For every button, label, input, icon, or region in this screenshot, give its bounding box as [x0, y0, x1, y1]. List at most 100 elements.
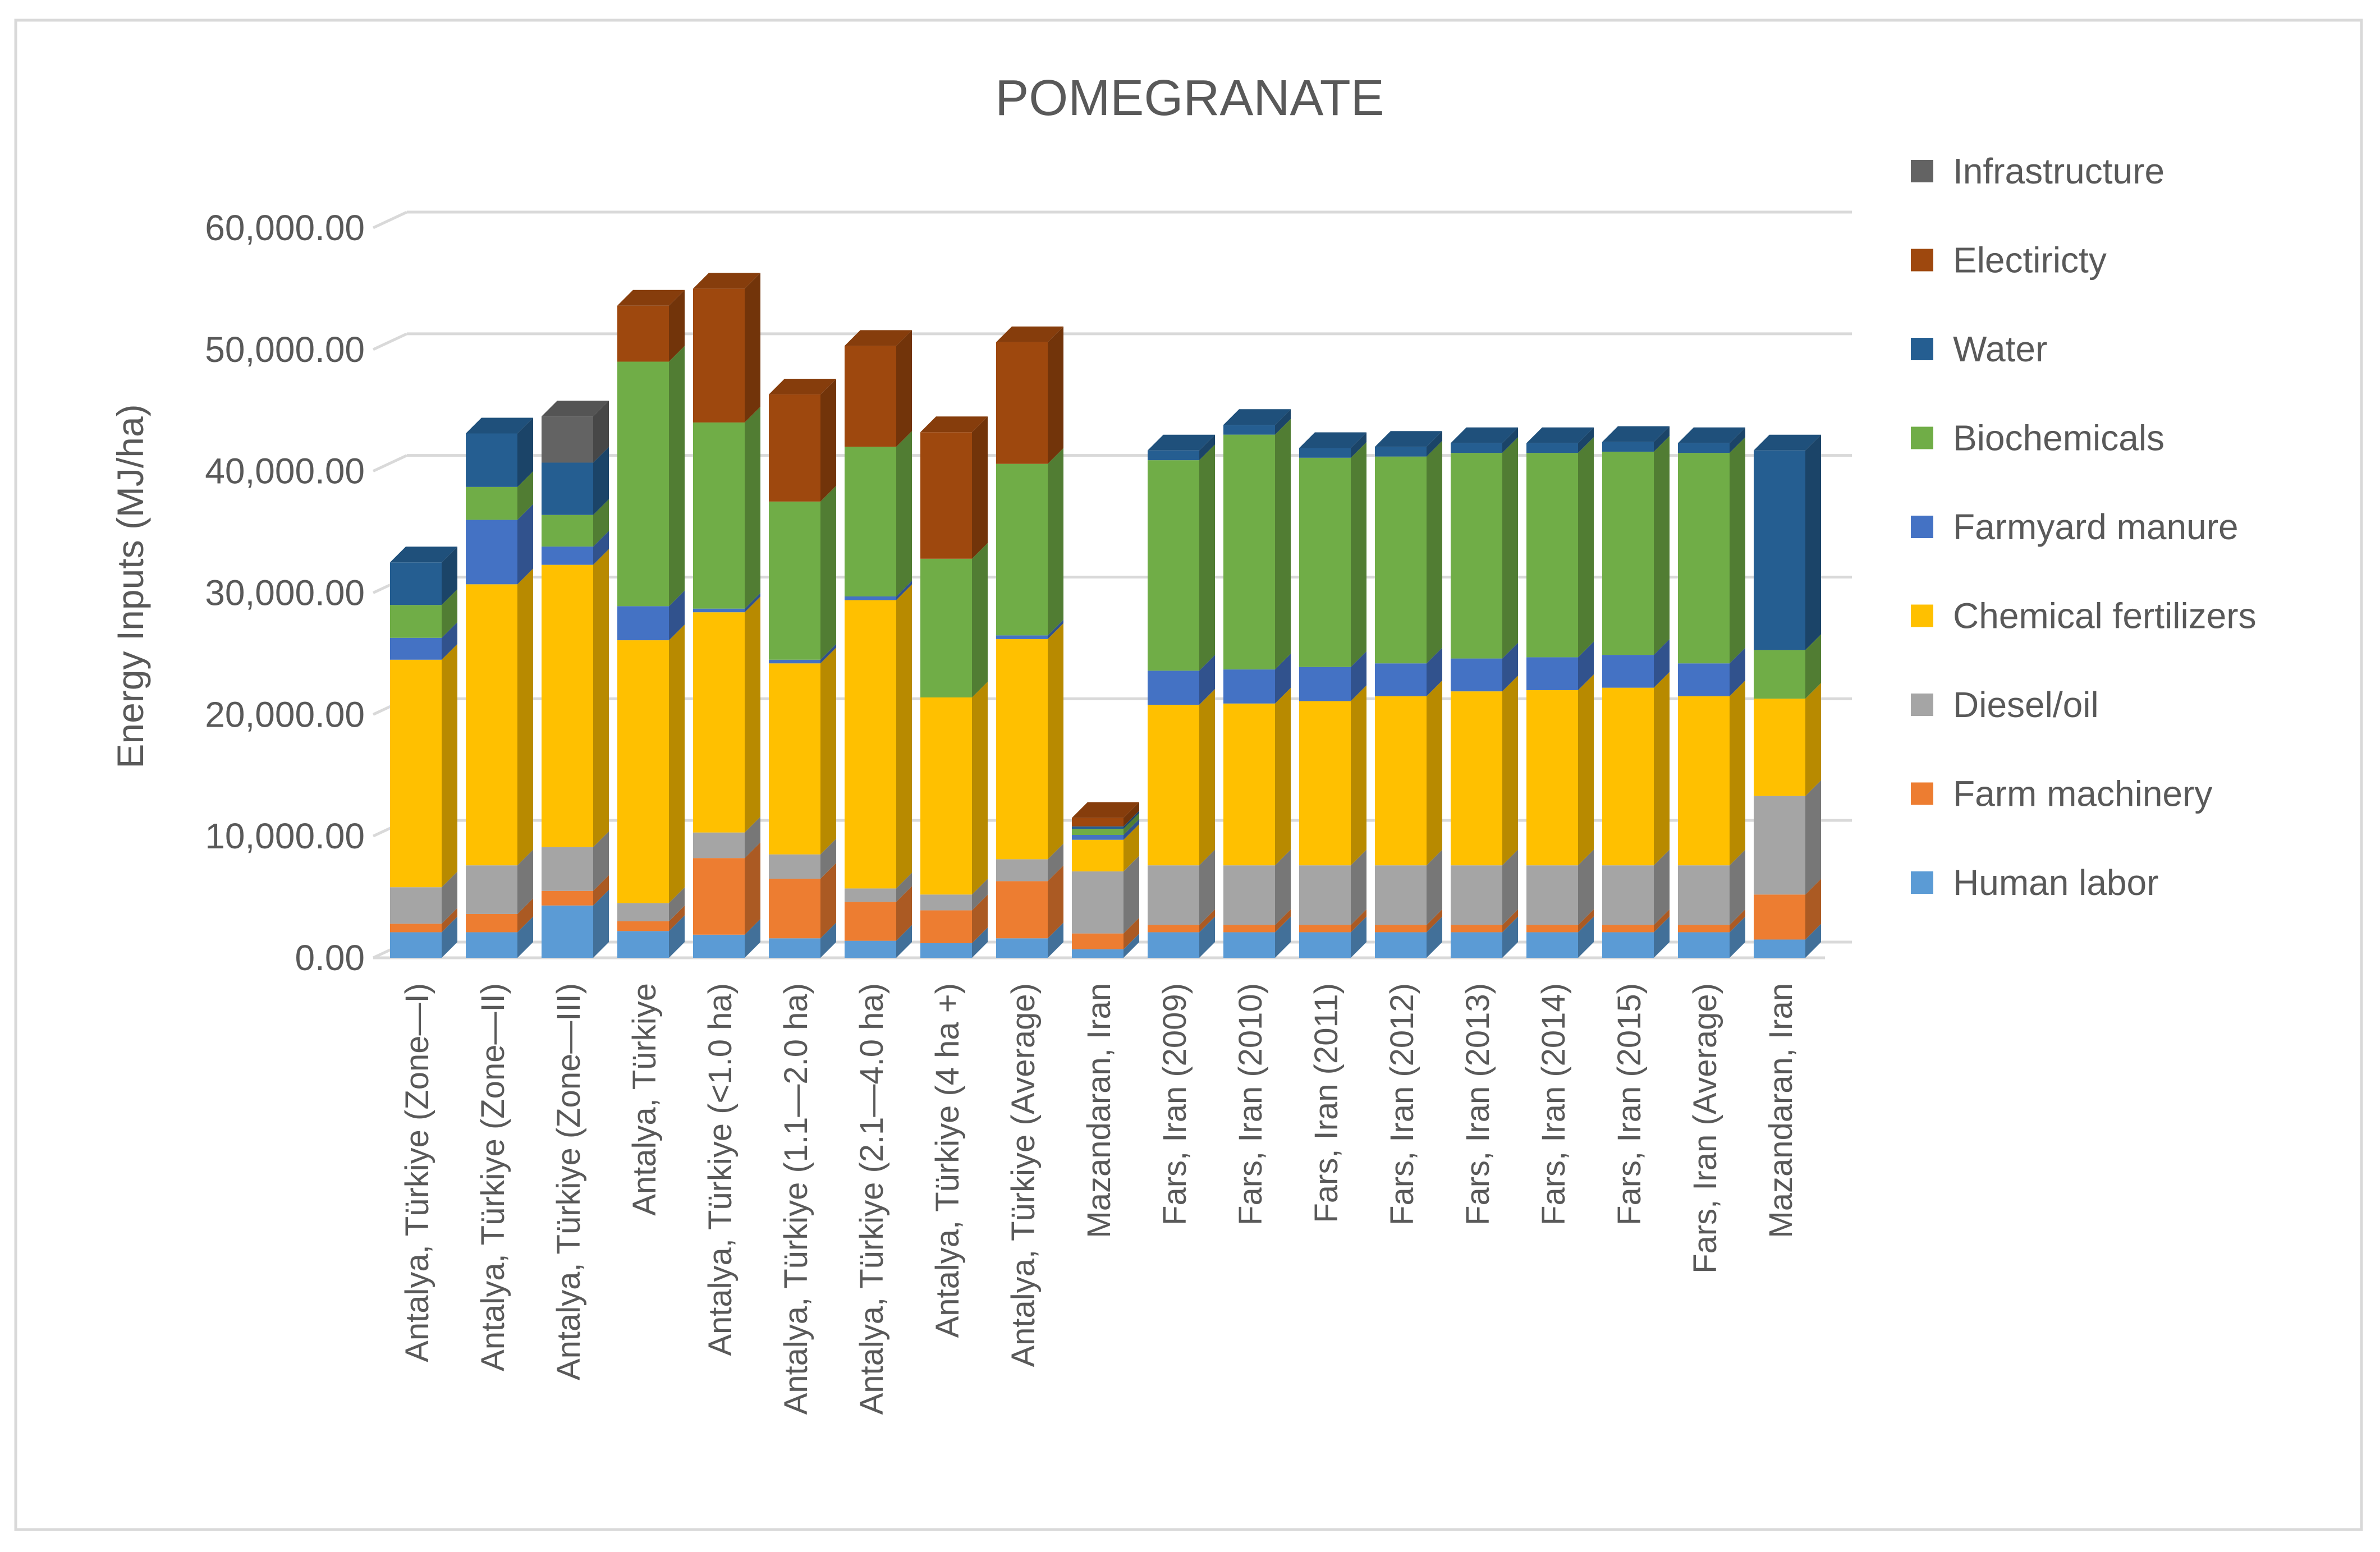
bar-segment-front [1072, 818, 1123, 826]
bar-segment-front [920, 697, 972, 895]
bar-segment-side [1275, 850, 1291, 925]
x-tick-label: Antalya, Türkiye (Zone—III) [551, 983, 587, 1380]
bar-segment-front [1223, 703, 1275, 866]
bar-segment-side [745, 816, 760, 858]
legend-swatch [1911, 426, 1933, 449]
bar-segment-side [1351, 432, 1366, 458]
bar-segment-front [845, 346, 896, 447]
y-tick-label: 50,000.00 [205, 329, 365, 370]
bar-segment-front [1375, 456, 1427, 664]
bar-segment-front [996, 938, 1048, 958]
bar-segment-front [1223, 434, 1275, 670]
bar-segment-front [996, 639, 1048, 860]
bar-segment-front [1754, 894, 1805, 940]
bar-stack [1754, 434, 1821, 958]
bar-segment-side [745, 273, 760, 423]
bar-segment-side [745, 596, 760, 833]
bar-segment-side [1048, 448, 1063, 636]
bar-segment-front [1299, 448, 1351, 458]
bar-segment-front [466, 913, 517, 933]
bar-segment-front [1451, 453, 1502, 659]
bar-segment-top [1072, 802, 1139, 818]
bar-segment-side [1654, 916, 1670, 958]
bar-segment-front [466, 584, 517, 866]
x-tick-label: Antalya, Türkiye (1.1—2.0 ha) [778, 983, 814, 1415]
legend-label: Infrastructure [1953, 151, 2165, 191]
bar-segment-front [617, 305, 669, 362]
bar-segment-front [920, 432, 972, 559]
bar-segment-front [542, 515, 593, 547]
bar-segment-side [1578, 916, 1594, 958]
bar-segment-side [1502, 850, 1518, 925]
bar-segment-side [1123, 824, 1139, 872]
bar-segment-front [1299, 932, 1351, 958]
bar-segment-side [1351, 909, 1366, 933]
bar-segment-side [1275, 916, 1291, 958]
bar-segment-side [1123, 802, 1139, 826]
x-tick-label: Antalya, Türkiye (Zone—II) [475, 983, 511, 1371]
bar-segment-side [1199, 655, 1215, 705]
bar-segment-front [1602, 687, 1654, 866]
bar-segment-side [1654, 672, 1670, 866]
bar-segment-side [517, 471, 533, 520]
bar-segment-top [1299, 432, 1366, 448]
legend-label: Water [1953, 329, 2047, 369]
bar-segment-top [1223, 409, 1291, 425]
x-tick-label: Fars, Iran (Average) [1687, 983, 1723, 1274]
bar-segment-side [442, 547, 457, 605]
bar-segment-front [1451, 443, 1502, 453]
bar-segment-front [1526, 657, 1578, 690]
bar-segment-side [1427, 909, 1442, 933]
bar-segment-front [845, 888, 896, 902]
bar-segment-side [1427, 648, 1442, 696]
bar-segment-side [1123, 856, 1139, 934]
bar-segment-front [1072, 871, 1123, 934]
legend-swatch [1911, 160, 1933, 182]
bar-segment-side [1275, 654, 1291, 704]
bar-stack [845, 330, 912, 958]
bar-segment-side [669, 346, 685, 607]
bar-segment-front [920, 894, 972, 911]
bar-segment-front [996, 635, 1048, 639]
bar-segment-side [1502, 437, 1518, 659]
bar-segment-top [1526, 427, 1594, 443]
bar-segment-front [769, 879, 820, 939]
bar-segment-side [1048, 326, 1063, 464]
bar-segment-side [896, 431, 912, 597]
bar-segment-front [542, 416, 593, 463]
bar-segment-side [1502, 916, 1518, 958]
bar-segment-front [769, 659, 820, 664]
bar-segment-front [1451, 932, 1502, 958]
bar-segment-side [1502, 676, 1518, 866]
bar-stack [1223, 409, 1291, 958]
bar-segment-side [1730, 909, 1745, 933]
bar-segment-side [896, 886, 912, 941]
bar-segment-side [1275, 409, 1291, 435]
bar-segment-front [693, 858, 745, 935]
bar-segment-side [1199, 909, 1215, 933]
bar-segment-front [1375, 663, 1427, 696]
legend-item: Electiricty [1911, 240, 2107, 281]
bar-segment-side [1427, 916, 1442, 958]
bar-segment-side [1578, 427, 1594, 453]
bar-segment-front [390, 887, 442, 924]
bar-segment-front [617, 606, 669, 641]
bar-segment-side [1730, 850, 1745, 925]
bar-segment-front [390, 924, 442, 933]
bar-segment-front [996, 463, 1048, 636]
x-tick-label: Mazandaran, Iran [1763, 983, 1799, 1238]
bar-segment-side [820, 379, 836, 502]
bar-segment-front [1678, 865, 1730, 925]
bar-segment-front [542, 564, 593, 847]
bar-segment-front [693, 288, 745, 423]
bar-segment-top [1602, 426, 1670, 442]
bar-segment-top [1148, 434, 1215, 451]
bar-segment-front [1602, 865, 1654, 925]
bar-segment-side [669, 590, 685, 641]
bar-segment-top [466, 417, 533, 434]
legend-label: Electiricty [1953, 240, 2107, 281]
bar-segment-front [390, 932, 442, 958]
bar-segment-side [517, 417, 533, 487]
bar-segment-front [920, 558, 972, 697]
legend-label: Diesel/oil [1953, 685, 2099, 725]
